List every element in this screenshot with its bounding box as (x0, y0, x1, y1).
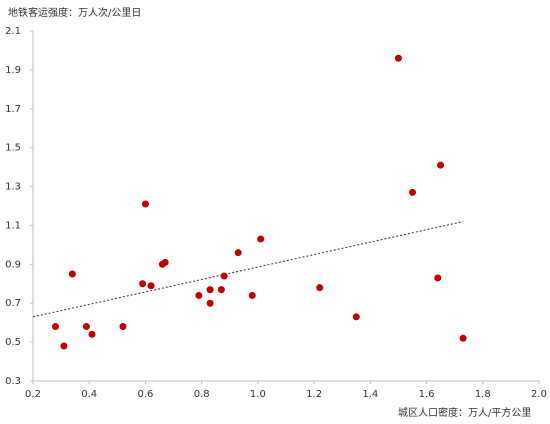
y-tick-label: 1.3 (5, 182, 21, 193)
y-tick-label: 0.3 (5, 376, 21, 387)
point (316, 284, 324, 292)
point (248, 291, 256, 299)
x-tick-label: 0.6 (137, 389, 153, 400)
y-tick-label: 1.1 (5, 220, 21, 231)
point (68, 270, 76, 278)
y-tick-label: 0.9 (5, 259, 21, 270)
point (352, 313, 360, 321)
x-tick-label: 1.6 (419, 389, 435, 400)
point (459, 334, 467, 342)
point (217, 286, 225, 294)
y-tick-label: 0.5 (5, 337, 21, 348)
point (220, 272, 228, 280)
point (257, 235, 265, 243)
point (437, 161, 445, 169)
y-tick-label: 1.7 (5, 104, 21, 115)
point (206, 286, 214, 294)
point (119, 323, 127, 331)
x-tick-label: 0.2 (25, 389, 41, 400)
point (234, 249, 242, 257)
point (195, 291, 203, 299)
trendline (32, 221, 464, 318)
point (409, 188, 416, 196)
x-tick-label: 0.8 (194, 389, 210, 400)
x-tick-label: 1.4 (362, 389, 378, 400)
point (88, 330, 96, 338)
point (394, 54, 402, 62)
point (147, 282, 155, 290)
point (141, 200, 149, 208)
point (206, 299, 214, 307)
y-tick-label: 1.5 (5, 143, 21, 154)
y-tick-label: 2.1 (5, 26, 21, 37)
x-tick-label: 1.2 (306, 389, 322, 400)
point (60, 342, 68, 350)
point (51, 323, 59, 331)
x-tick-label: 1.0 (250, 389, 266, 400)
point (161, 258, 169, 266)
point (139, 280, 147, 288)
point (434, 274, 442, 282)
x-axis-title: 城区人口密度：万人/平方公里 (398, 406, 531, 419)
y-axis-title: 地铁客运强度：万人次/公里日 (8, 6, 141, 19)
x-tick-label: 1.8 (475, 389, 491, 400)
point (82, 323, 90, 331)
x-tick-label: 2.0 (531, 389, 547, 400)
y-tick-label: 1.9 (5, 65, 21, 76)
y-tick-label: 0.7 (5, 298, 21, 309)
x-tick-label: 0.4 (81, 389, 97, 400)
